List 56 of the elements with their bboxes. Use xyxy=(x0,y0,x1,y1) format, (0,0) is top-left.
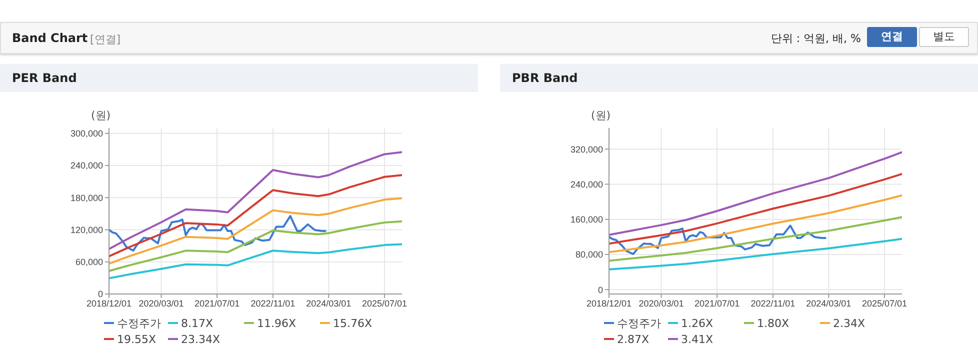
x-tick-label: 2025/07/01 xyxy=(862,298,907,308)
y-tick-label: 0 xyxy=(98,289,103,300)
line-series xyxy=(109,151,402,250)
y-tick-label: 80,000 xyxy=(575,250,603,260)
text: 별도 xyxy=(919,27,969,47)
y-axis-title: (원) xyxy=(591,108,611,123)
y-tick-label: 120,000 xyxy=(70,224,103,235)
legend-label: 수정주가 xyxy=(617,316,661,330)
x-tick-label: 2020/03/01 xyxy=(638,298,684,308)
y-tick-label: 240,000 xyxy=(570,179,603,190)
line-series xyxy=(109,174,402,258)
text: 단위 : 억원, 배, % xyxy=(770,31,861,46)
y-tick-label: 60,000 xyxy=(75,257,103,268)
legend-label: 3.41X xyxy=(681,332,714,346)
legend-label: 8.17X xyxy=(181,316,214,330)
line-series xyxy=(609,194,902,254)
legend-label: 2.87X xyxy=(617,332,650,346)
y-axis-title: (원) xyxy=(91,108,111,123)
x-tick-label: 2021/07/01 xyxy=(194,298,240,308)
line-series xyxy=(109,243,402,280)
x-tick-label: 2025/07/01 xyxy=(362,298,407,308)
legend-label: 15.76X xyxy=(333,316,372,330)
line-series xyxy=(609,151,902,236)
x-tick-label: 2020/03/01 xyxy=(138,298,184,308)
chart-title: PBR Band xyxy=(512,71,578,85)
text: Band Chart xyxy=(12,31,88,45)
x-tick-label: 2021/07/01 xyxy=(694,298,740,308)
legend-label: 1.26X xyxy=(681,316,714,330)
x-tick-label: 2018/12/01 xyxy=(586,298,632,308)
y-tick-label: 320,000 xyxy=(570,144,603,154)
legend-label: 19.55X xyxy=(117,332,156,346)
x-tick-label: 2022/11/01 xyxy=(250,298,296,308)
y-tick-label: 180,000 xyxy=(70,192,103,203)
line-series xyxy=(109,215,326,252)
line-series xyxy=(109,220,402,272)
line-series xyxy=(609,238,902,270)
y-tick-label: 0 xyxy=(598,284,603,295)
chart-title: PER Band xyxy=(12,71,77,85)
legend-label: 1.80X xyxy=(757,316,790,330)
x-tick-label: 2024/03/01 xyxy=(306,298,352,308)
line-series xyxy=(609,172,902,245)
legend-label: 11.96X xyxy=(257,316,296,330)
x-tick-label: 2018/12/01 xyxy=(86,298,132,308)
text: 연결 xyxy=(867,27,917,47)
legend-label: 23.34X xyxy=(181,332,220,346)
y-tick-label: 160,000 xyxy=(570,214,603,225)
text: [연결] xyxy=(90,32,121,47)
x-tick-label: 2022/11/01 xyxy=(750,298,796,308)
x-tick-label: 2024/03/01 xyxy=(806,298,852,308)
y-tick-label: 300,000 xyxy=(70,128,103,139)
legend-label: 2.34X xyxy=(833,316,866,330)
y-tick-label: 240,000 xyxy=(70,160,103,171)
line-series xyxy=(109,197,402,265)
line-series xyxy=(609,216,902,262)
legend-label: 수정주가 xyxy=(117,316,161,330)
line-series xyxy=(609,224,826,256)
